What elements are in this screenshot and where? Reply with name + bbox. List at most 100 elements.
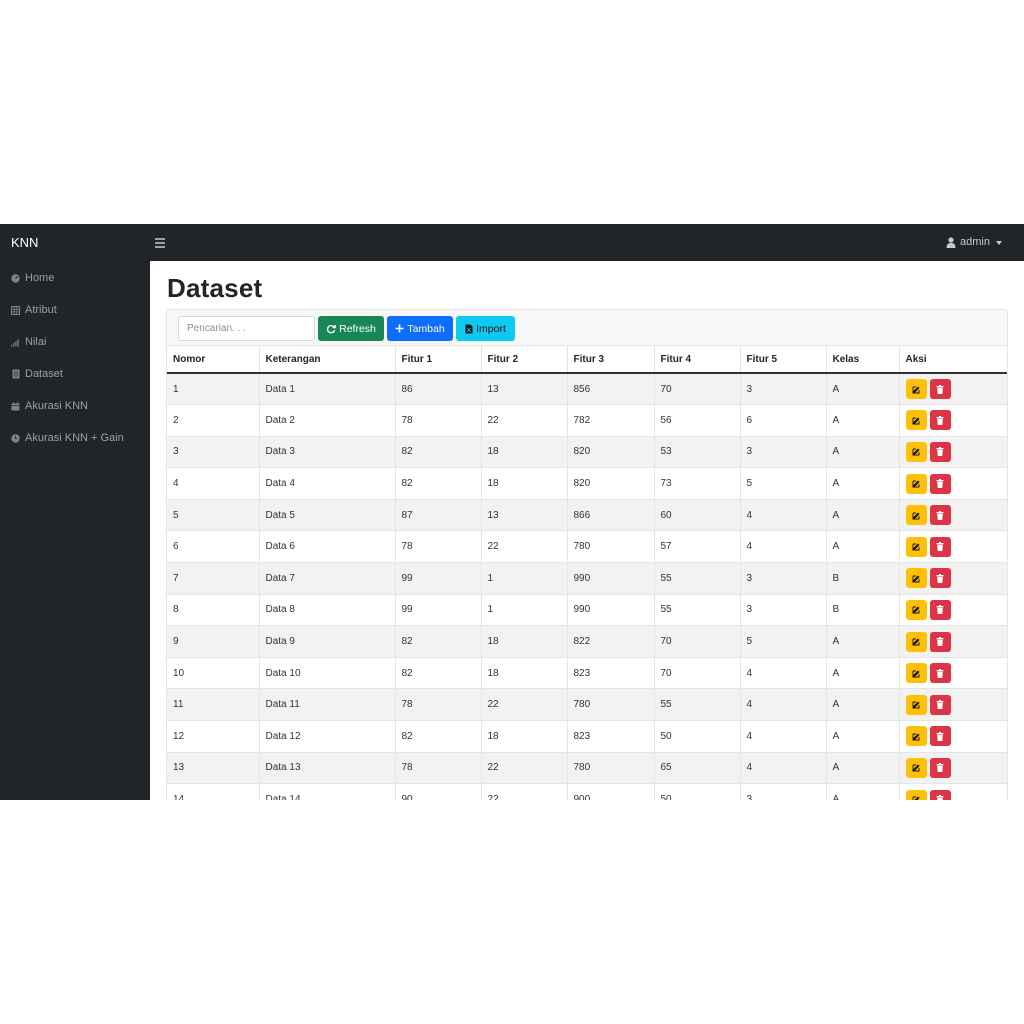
- document-icon: [11, 369, 20, 379]
- table-cell: 5: [167, 499, 260, 532]
- table-cell: A: [826, 783, 900, 800]
- edit-button[interactable]: [905, 568, 927, 589]
- delete-button[interactable]: [929, 379, 951, 400]
- delete-button[interactable]: [929, 505, 951, 526]
- table-row: 10 Data 10 82 18 823 70 4 A: [167, 657, 1007, 690]
- add-label: Tambah: [407, 322, 445, 335]
- table-cell: A: [826, 530, 900, 564]
- table-cell: 856: [567, 373, 655, 406]
- search-input[interactable]: [178, 316, 315, 341]
- column-header[interactable]: Fitur 3: [567, 346, 655, 374]
- edit-button[interactable]: [905, 599, 927, 620]
- edit-icon: [912, 575, 919, 583]
- table-cell: 2: [167, 404, 260, 437]
- table-cell: 82: [395, 657, 482, 690]
- edit-button[interactable]: [905, 726, 927, 747]
- edit-button[interactable]: [905, 663, 927, 684]
- edit-button[interactable]: [905, 631, 927, 652]
- table-cell: 6: [167, 530, 260, 564]
- refresh-button[interactable]: Refresh: [318, 316, 384, 341]
- table-row: 5 Data 5 87 13 866 60 4 A: [167, 499, 1007, 532]
- edit-button[interactable]: [905, 441, 927, 462]
- table-cell: 1: [167, 373, 260, 406]
- column-header[interactable]: Aksi: [899, 346, 1007, 374]
- edit-button[interactable]: [905, 789, 927, 800]
- sidebar-item-nilai[interactable]: Nilai: [0, 326, 150, 358]
- edit-button[interactable]: [905, 694, 927, 715]
- delete-button[interactable]: [929, 663, 951, 684]
- sidebar-item-akurasi-knn[interactable]: Akurasi KNN: [0, 390, 150, 422]
- delete-button[interactable]: [929, 757, 951, 778]
- delete-button[interactable]: [929, 536, 951, 557]
- delete-button[interactable]: [929, 726, 951, 747]
- table-cell: 4: [740, 499, 827, 532]
- actions-cell: [899, 625, 1007, 658]
- delete-button[interactable]: [929, 631, 951, 652]
- delete-button[interactable]: [929, 694, 951, 715]
- column-header[interactable]: Fitur 1: [395, 346, 482, 374]
- table-cell: A: [826, 499, 900, 532]
- column-header[interactable]: Fitur 2: [481, 346, 568, 374]
- sidebar-item-akurasi-knn-gain[interactable]: Akurasi KNN + Gain: [0, 422, 150, 454]
- table-cell: 4: [740, 688, 827, 722]
- table-cell: 22: [481, 752, 568, 785]
- table-cell: 1: [481, 594, 568, 627]
- sidebar-item-dataset[interactable]: Dataset: [0, 358, 150, 390]
- trash-icon: [936, 415, 944, 425]
- edit-button[interactable]: [905, 473, 927, 494]
- top-navbar: KNN admin: [0, 224, 1024, 261]
- trash-icon: [936, 731, 944, 741]
- table-cell: Data 2: [259, 404, 396, 437]
- delete-button[interactable]: [929, 441, 951, 462]
- delete-button[interactable]: [929, 599, 951, 620]
- column-header[interactable]: Kelas: [826, 346, 900, 374]
- table-cell: 50: [654, 783, 741, 800]
- trash-icon: [936, 795, 944, 800]
- add-button[interactable]: Tambah: [387, 316, 453, 341]
- brand-logo[interactable]: KNN: [11, 235, 39, 250]
- delete-button[interactable]: [929, 473, 951, 494]
- table-cell: 14: [167, 783, 260, 800]
- toolbar: Refresh Tambah Import: [167, 310, 1007, 346]
- table-icon: [11, 305, 20, 315]
- delete-button[interactable]: [929, 410, 951, 431]
- table-cell: 13: [167, 752, 260, 785]
- sidebar-item-atribut[interactable]: Atribut: [0, 294, 150, 326]
- table-cell: 57: [654, 530, 741, 564]
- actions-cell: [899, 562, 1007, 595]
- import-button[interactable]: Import: [456, 316, 515, 341]
- table-cell: Data 3: [259, 436, 396, 469]
- edit-button[interactable]: [905, 505, 927, 526]
- edit-button[interactable]: [905, 757, 927, 778]
- dataset-card: Refresh Tambah Import NomorKeteranganFit…: [166, 309, 1008, 800]
- refresh-label: Refresh: [339, 322, 376, 335]
- table-cell: 11: [167, 688, 260, 722]
- user-menu[interactable]: admin: [946, 224, 1002, 261]
- table-cell: Data 10: [259, 657, 396, 690]
- sidebar-item-home[interactable]: Home: [0, 262, 150, 294]
- column-header[interactable]: Fitur 5: [740, 346, 827, 374]
- table-cell: 3: [740, 373, 827, 406]
- edit-button[interactable]: [905, 536, 927, 557]
- table-cell: 22: [481, 783, 568, 800]
- edit-icon: [912, 606, 919, 614]
- table-cell: 78: [395, 688, 482, 722]
- column-header[interactable]: Nomor: [167, 346, 260, 374]
- column-header[interactable]: Fitur 4: [654, 346, 741, 374]
- table-cell: 3: [740, 436, 827, 469]
- actions-cell: [899, 720, 1007, 753]
- table-cell: 780: [567, 688, 655, 722]
- edit-button[interactable]: [905, 379, 927, 400]
- table-row: 11 Data 11 78 22 780 55 4 A: [167, 688, 1007, 722]
- table-cell: 99: [395, 562, 482, 595]
- edit-button[interactable]: [905, 410, 927, 431]
- delete-button[interactable]: [929, 568, 951, 589]
- table-cell: A: [826, 404, 900, 437]
- delete-button[interactable]: [929, 789, 951, 800]
- table-cell: 18: [481, 625, 568, 658]
- table-cell: 13: [481, 499, 568, 532]
- column-header[interactable]: Keterangan: [259, 346, 396, 374]
- table-cell: 55: [654, 688, 741, 722]
- menu-toggle-icon[interactable]: [155, 235, 165, 249]
- calendar-icon: [11, 401, 20, 411]
